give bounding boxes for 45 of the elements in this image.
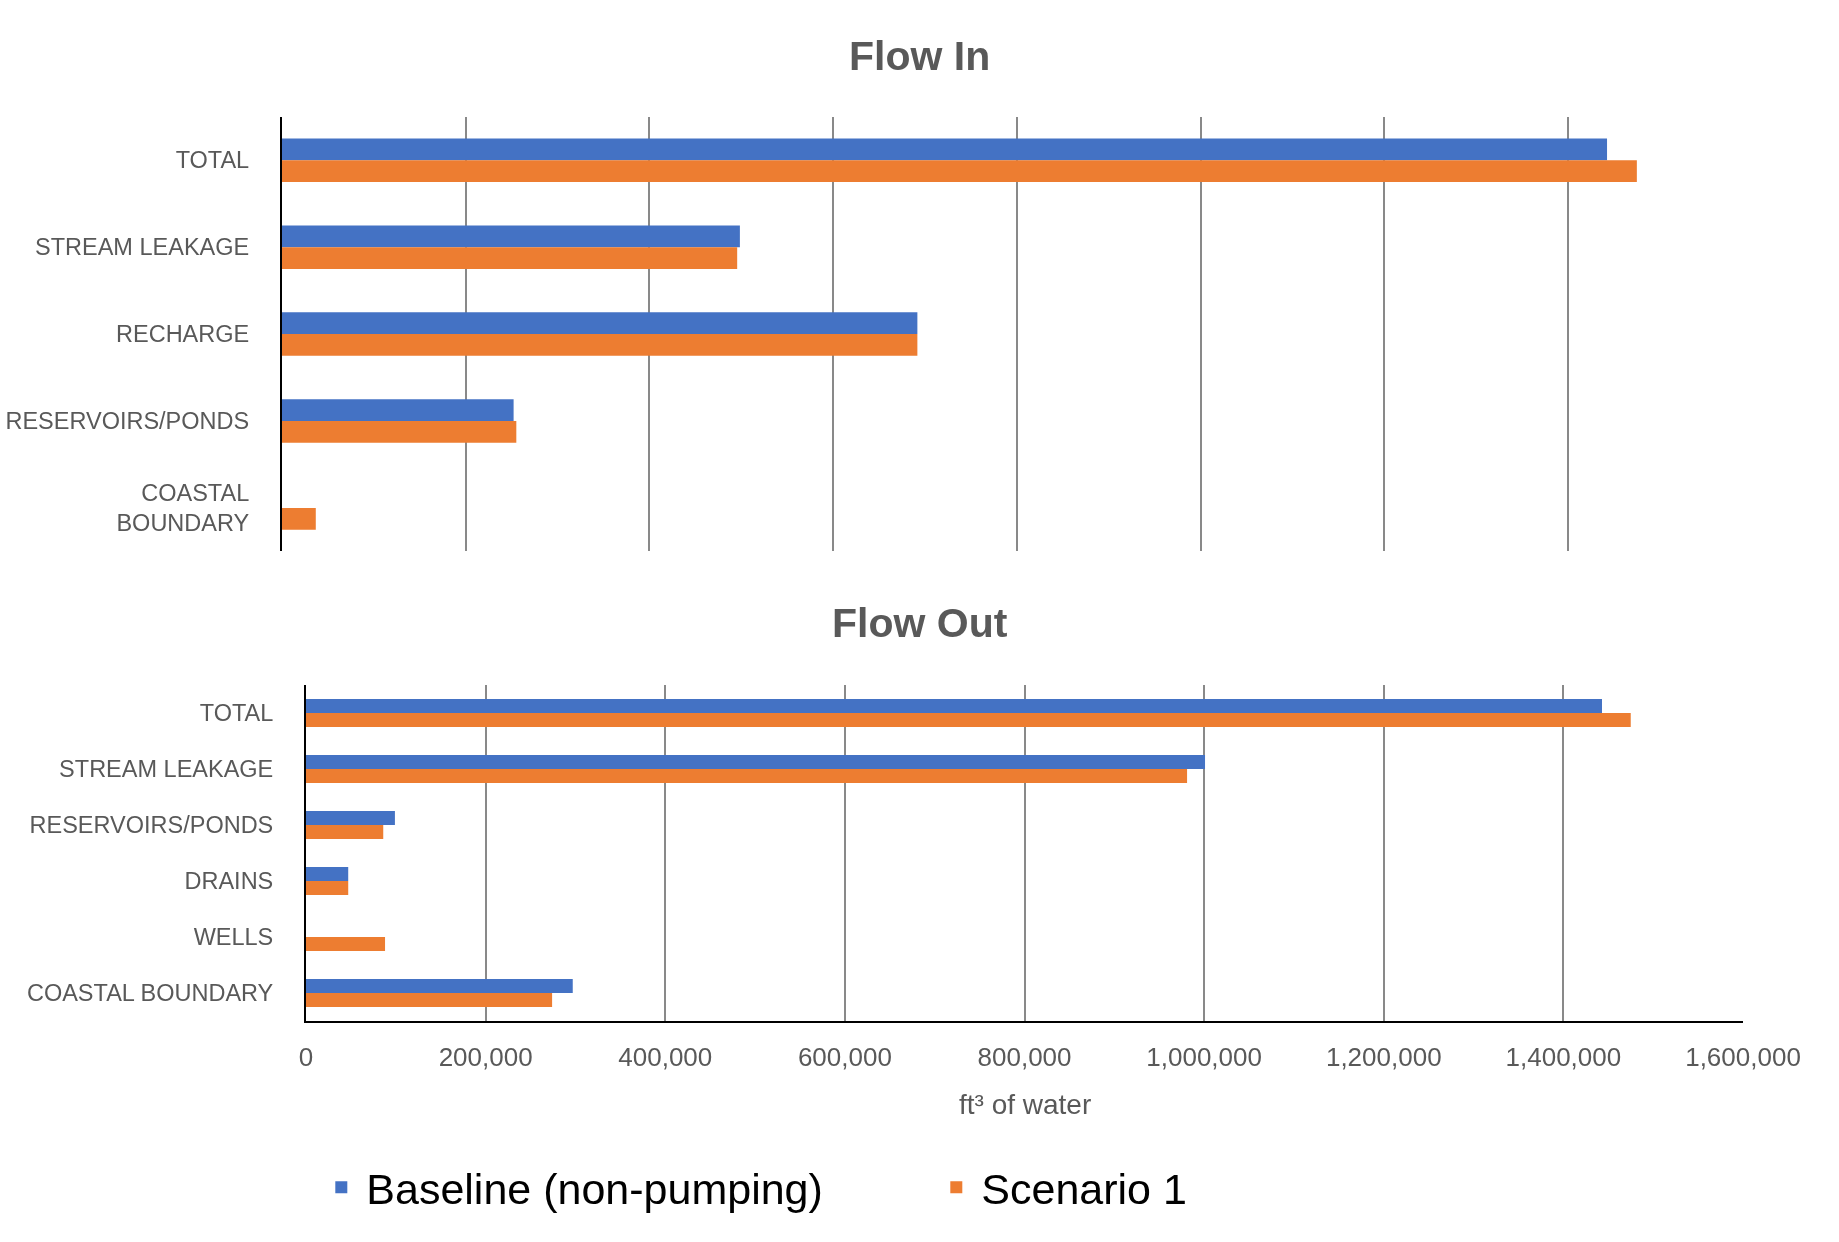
- bar: [281, 160, 1637, 182]
- bar: [306, 810, 395, 825]
- x-tick-label: 200,000: [438, 1042, 533, 1073]
- bar: [281, 138, 1608, 161]
- x-tick-label: 600,000: [797, 1042, 892, 1073]
- bar: [306, 936, 386, 951]
- x-tick-label: 1,000,000: [1146, 1042, 1262, 1073]
- x-tick-label: 0: [298, 1042, 314, 1073]
- x-axis-title: ft³ of water: [959, 1089, 1092, 1120]
- x-tick-label: 1,200,000: [1325, 1042, 1442, 1073]
- x-tick-label: 400,000: [618, 1042, 713, 1073]
- y-tick-label: RECHARGE: [116, 321, 250, 348]
- y-tick-label: TOTAL: [175, 147, 250, 174]
- bar: [281, 334, 918, 356]
- bar: [306, 824, 384, 839]
- chart-title: Flow Out: [832, 600, 1008, 646]
- legend-label: Baseline (non-pumping): [366, 1165, 823, 1214]
- y-tick-label: WELLS: [193, 924, 274, 951]
- y-tick-label: COASTAL BOUNDARY: [116, 479, 250, 537]
- y-tick-label: RESERVOIRS/PONDS: [5, 408, 250, 435]
- y-tick-label: STREAM LEAKAGE: [59, 756, 274, 783]
- y-tick-label: DRAINS: [184, 868, 274, 895]
- chart-title: Flow In: [849, 33, 991, 79]
- bar: [306, 698, 1602, 713]
- bar: [281, 399, 514, 422]
- y-tick-label: TOTAL: [199, 700, 274, 727]
- bar: [281, 247, 738, 269]
- bar: [306, 992, 553, 1007]
- x-tick-label: 1,600,000: [1685, 1042, 1801, 1073]
- bar: [306, 880, 349, 895]
- y-tick-label: STREAM LEAKAGE: [35, 234, 250, 261]
- x-tick-label: 1,400,000: [1505, 1042, 1622, 1073]
- bar: [281, 507, 316, 530]
- bar: [281, 421, 517, 443]
- y-tick-label: COASTAL BOUNDARY: [26, 980, 274, 1007]
- legend-label: Scenario 1: [981, 1165, 1187, 1214]
- bar: [306, 768, 1188, 783]
- x-tick-label: 800,000: [977, 1042, 1072, 1073]
- bar: [306, 754, 1206, 769]
- y-tick-label: RESERVOIRS/PONDS: [29, 812, 274, 839]
- bar: [306, 978, 573, 993]
- bar: [306, 866, 349, 881]
- bar: [306, 712, 1631, 727]
- bar: [281, 312, 918, 335]
- bar: [281, 225, 740, 248]
